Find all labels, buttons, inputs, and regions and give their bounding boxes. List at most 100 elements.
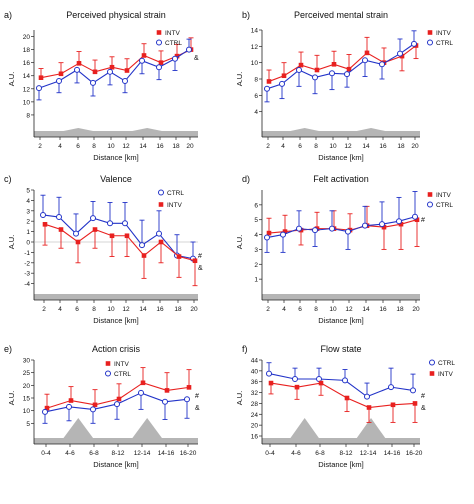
- x-tick-label: 12: [122, 306, 130, 313]
- series-ctrl: [40, 194, 196, 262]
- legend-marker: [156, 30, 162, 35]
- panel-e: e) Action crisis 5 10 15 20 25 30 A.U. 0-4 4-6 6-8 8…: [4, 344, 200, 469]
- x-tick-label: 2: [266, 306, 270, 313]
- x-tick-label: 20: [190, 306, 198, 313]
- x-tick-label: 16: [156, 143, 164, 150]
- y-tick-label: 4: [26, 198, 30, 205]
- data-point: [396, 218, 402, 225]
- data-point: [156, 230, 162, 237]
- panel-label: b): [242, 10, 250, 20]
- legend-label: INTV: [167, 202, 182, 209]
- data-point: [379, 61, 385, 68]
- x-tick-label: 12: [344, 143, 352, 150]
- series-intv: [266, 205, 420, 250]
- elevation-hill: [132, 418, 162, 438]
- y-tick-label: 44: [251, 358, 259, 365]
- data-point: [124, 233, 130, 239]
- y-tick-label: 28: [251, 401, 259, 408]
- data-point: [364, 393, 370, 400]
- y-tick-label: 3: [254, 247, 258, 254]
- x-tick-label: 4: [281, 143, 285, 150]
- data-point: [342, 377, 348, 384]
- y-tick-label: 6: [254, 93, 258, 100]
- y-axis-label: A.U.: [7, 391, 16, 406]
- x-tick-label: 4: [58, 306, 62, 313]
- data-point: [92, 402, 98, 408]
- series-line: [40, 49, 192, 79]
- y-tick-label: 25: [23, 370, 31, 377]
- legend-marker: [427, 201, 433, 208]
- y-tick-label: 30: [23, 358, 31, 365]
- y-tick-label: -1: [24, 250, 30, 257]
- x-tick-label: 0-4: [41, 450, 51, 457]
- x-tick-label: 2: [42, 306, 46, 313]
- data-point: [264, 234, 270, 241]
- panel-label: e): [4, 344, 12, 354]
- legend-item: INTV: [429, 371, 453, 378]
- data-point: [44, 405, 50, 411]
- x-tick-label: 16: [379, 143, 387, 150]
- data-point: [412, 213, 418, 220]
- legend-label: CTRL: [167, 190, 184, 197]
- significance-marker: #: [195, 393, 199, 400]
- data-point: [399, 53, 405, 59]
- data-point: [90, 215, 96, 222]
- x-tick-label: 20: [411, 143, 419, 150]
- data-point: [362, 222, 368, 229]
- x-tick-label: 4: [58, 143, 62, 150]
- x-tick-label: 16: [156, 306, 164, 313]
- data-point: [90, 79, 96, 86]
- legend-label: CTRL: [436, 40, 453, 47]
- data-point: [411, 40, 417, 47]
- x-tick-label: 4: [282, 306, 286, 313]
- y-tick-label: 40: [251, 368, 259, 375]
- x-tick-label: 12-14: [360, 450, 377, 457]
- legend-label: CTRL: [436, 202, 453, 209]
- panel-label: d): [242, 174, 250, 184]
- significance-marker: &: [198, 265, 203, 272]
- data-point: [397, 50, 403, 57]
- panel-label: c): [4, 174, 12, 184]
- data-point: [184, 396, 190, 403]
- data-point: [192, 258, 198, 264]
- x-tick-label: 8: [314, 143, 318, 150]
- data-point: [412, 401, 418, 406]
- legend-marker: [429, 359, 435, 366]
- x-tick-label: 10: [329, 143, 337, 150]
- series-ctrl: [42, 389, 190, 424]
- panel-a: a) Perceived physical strain 8 10 12 14 16 18 20…: [4, 10, 199, 162]
- x-tick-label: 10: [107, 306, 115, 313]
- x-tick-label: 6: [76, 143, 80, 150]
- series-ctrl: [36, 38, 192, 101]
- y-tick-label: 1: [26, 229, 30, 236]
- legend-label: INTV: [436, 30, 451, 37]
- legend-label: INTV: [436, 192, 451, 199]
- data-point: [107, 68, 113, 75]
- data-point: [381, 224, 387, 230]
- x-tick-label: 14-16: [158, 450, 175, 457]
- data-point: [73, 230, 79, 237]
- data-point: [346, 66, 352, 72]
- legend-item: CTRL: [156, 39, 182, 47]
- y-tick-label: 15: [23, 396, 31, 403]
- x-tick-label: 14: [139, 143, 147, 150]
- significance-marker: &: [194, 55, 199, 62]
- data-point: [164, 388, 170, 393]
- data-point: [329, 70, 335, 77]
- data-point: [158, 239, 164, 245]
- x-tick-label: 12: [345, 306, 353, 313]
- x-tick-label: 16: [379, 306, 387, 313]
- data-point: [56, 214, 62, 221]
- data-point: [266, 79, 272, 84]
- legend-marker: [427, 30, 433, 35]
- x-axis-label: Distance [km]: [318, 316, 363, 325]
- y-axis-label: A.U.: [7, 235, 16, 250]
- legend-label: CTRL: [438, 360, 455, 367]
- y-tick-label: 24: [251, 412, 259, 419]
- y-tick-label: 10: [23, 99, 31, 106]
- chart-title: Action crisis: [92, 344, 141, 354]
- panel-label: f): [242, 344, 248, 354]
- legend-marker: [429, 371, 435, 376]
